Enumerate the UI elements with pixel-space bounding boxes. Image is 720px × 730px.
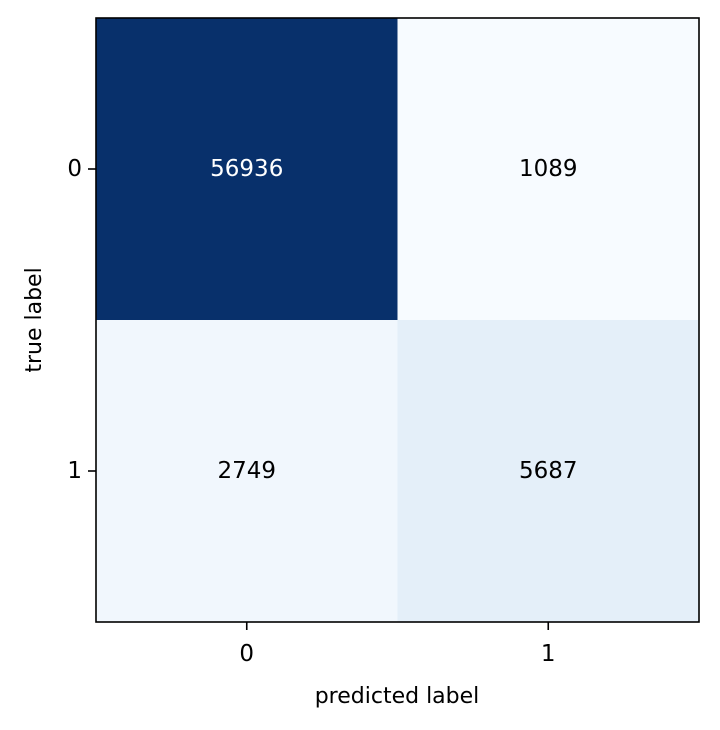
heatmap-cell-1-1 bbox=[397, 320, 700, 623]
heatmap-cell-0-1 bbox=[397, 18, 700, 321]
heatmap-cells: 56936 1089 2749 5687 bbox=[96, 18, 700, 623]
heatmap-cell-0-0 bbox=[96, 18, 398, 321]
y-tick-label: 0 bbox=[67, 156, 82, 182]
cell-value-1-0: 2749 bbox=[217, 458, 276, 484]
y-axis-label: true label bbox=[22, 267, 47, 372]
cell-value-0-1: 1089 bbox=[519, 156, 578, 182]
plot-frame bbox=[95, 17, 700, 623]
y-tick-label: 1 bbox=[67, 458, 82, 484]
heatmap-cell-1-0 bbox=[96, 320, 398, 623]
cell-value-0-0: 56936 bbox=[210, 156, 283, 182]
cell-value-1-1: 5687 bbox=[519, 458, 578, 484]
x-axis-label: predicted label bbox=[315, 684, 480, 709]
x-tick-label: 1 bbox=[541, 641, 556, 667]
y-axis-ticks: 01 bbox=[67, 156, 96, 484]
x-tick-label: 0 bbox=[239, 641, 254, 667]
